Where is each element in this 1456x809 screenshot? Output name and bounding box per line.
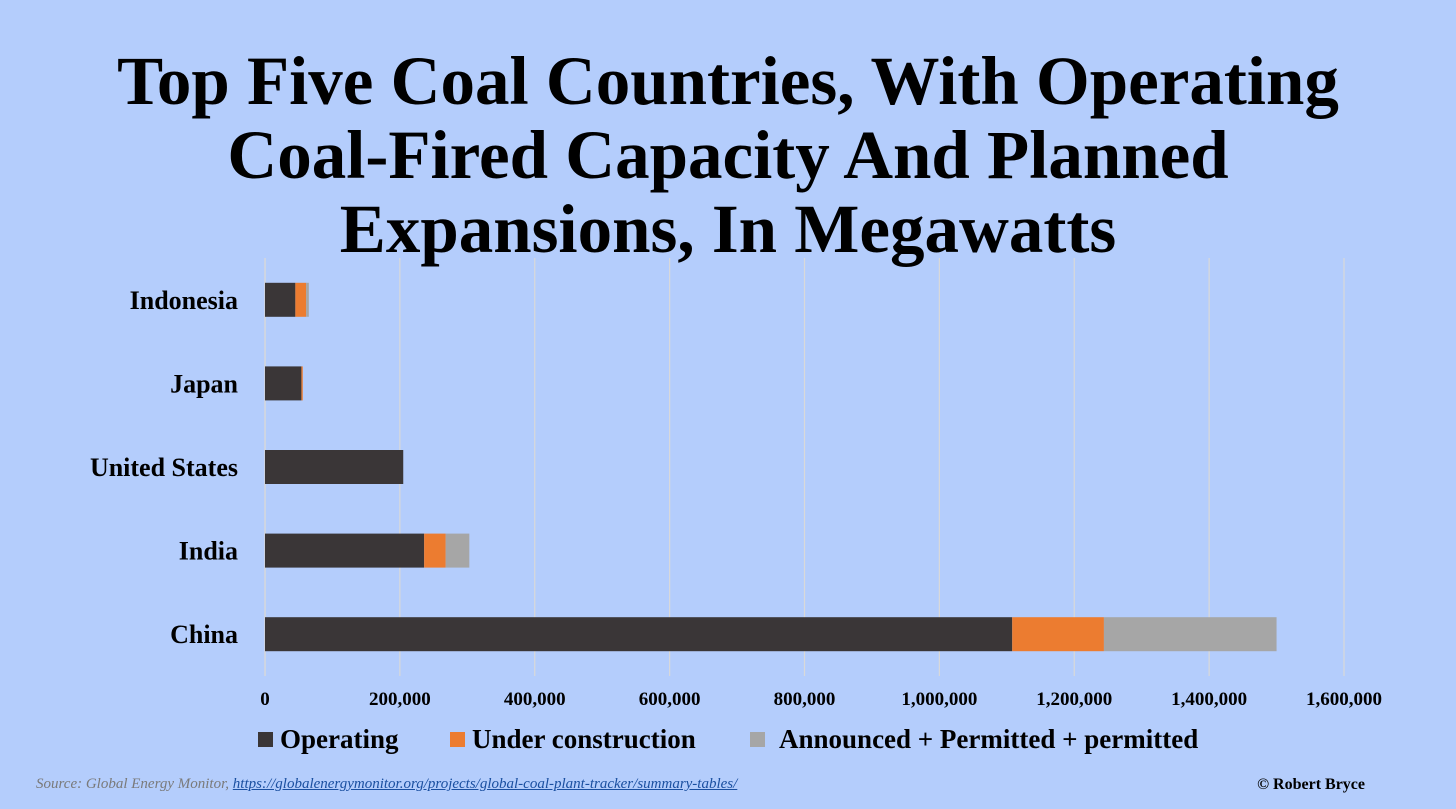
chart-title: Top Five Coal Countries, With Operating … [0, 44, 1456, 266]
bar-china-series-2 [1103, 617, 1277, 652]
legend-label-operating: Operating [280, 724, 399, 754]
category-label: United States [90, 453, 238, 482]
x-tick-label: 1,200,000 [1036, 689, 1112, 710]
x-tick-label: 1,000,000 [901, 689, 977, 710]
legend-item-announced: Announced + Permitted + permitted [750, 724, 1198, 755]
copyright: © Robert Bryce [1257, 776, 1365, 793]
legend-swatch-announced [750, 732, 765, 747]
bar-indonesia-series-1 [295, 282, 307, 317]
bar-india-series-2 [445, 533, 470, 568]
bar-indonesia-series-2 [306, 282, 309, 317]
chart-title-line-2: Coal-Fired Capacity And Planned [227, 117, 1229, 193]
x-tick-label: 400,000 [504, 689, 566, 710]
chart-title-line-3: Expansions, In Megawatts [339, 191, 1117, 267]
source-link[interactable]: https://globalenergymonitor.org/projects… [232, 776, 738, 792]
x-tick-label: 0 [260, 689, 270, 710]
source-note: Source: Global Energy Monitor, https://g… [36, 776, 737, 793]
x-axis-labels: 0 200,000 400,000 600,000 800,000 1,000,000 1,… [260, 689, 1382, 710]
bar-united-states-series-0 [265, 450, 404, 484]
bar-china-series-1 [1012, 617, 1104, 652]
y-axis-labels: Indonesia Japan United States India China [90, 286, 239, 649]
category-label: India [179, 537, 238, 566]
bar-india-series-1 [424, 533, 446, 568]
bars [265, 282, 1277, 652]
chart-title-line-1: Top Five Coal Countries, With Operating [117, 43, 1339, 119]
x-tick-label: 1,400,000 [1171, 689, 1247, 710]
x-tick-label: 1,600,000 [1306, 689, 1382, 710]
source-prefix: Source: Global Energy Monitor, [36, 776, 233, 792]
legend-label-announced: Announced + Permitted + permitted [779, 724, 1199, 754]
category-label: Japan [170, 369, 238, 398]
bar-indonesia-series-0 [265, 282, 296, 317]
legend-item-operating: Operating [258, 724, 399, 755]
category-label: Indonesia [130, 286, 238, 315]
x-tick-label: 600,000 [639, 689, 701, 710]
x-tick-label: 800,000 [774, 689, 836, 710]
legend-item-under-construction: Under construction [450, 724, 696, 755]
x-tick-label: 200,000 [369, 689, 431, 710]
legend-swatch-operating [258, 732, 273, 747]
bar-china-series-0 [265, 617, 1013, 652]
bar-chart: Indonesia Japan United States India China 0 2… [90, 258, 1382, 710]
legend-swatch-under-construction [450, 732, 465, 747]
category-label: China [170, 620, 238, 649]
bar-india-series-0 [265, 533, 425, 568]
legend-label-under-construction: Under construction [472, 724, 696, 754]
bar-japan-series-0 [265, 366, 302, 401]
legend: Operating Under construction Announced +… [0, 724, 1456, 760]
bar-japan-series-1 [301, 366, 303, 401]
gridlines [264, 258, 1345, 676]
